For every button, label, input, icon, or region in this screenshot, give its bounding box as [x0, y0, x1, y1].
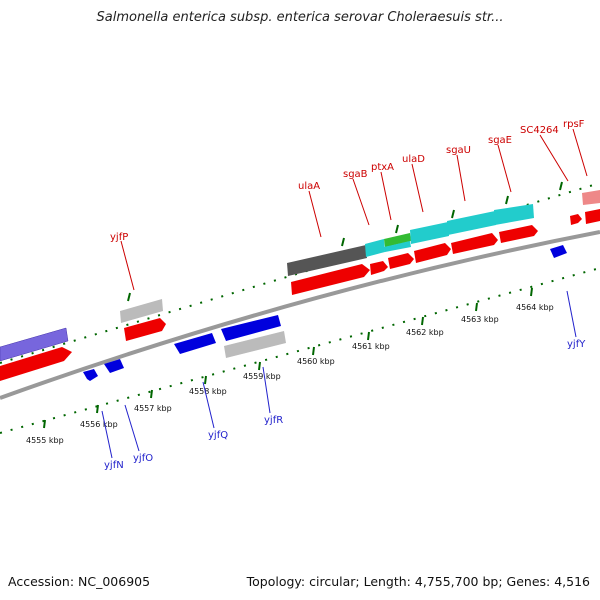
gene-label-yjfQ: yjfQ [208, 430, 228, 441]
gene-label-rpsF: rpsF [563, 119, 585, 130]
gene-label-SC4264: SC4264 [520, 125, 559, 136]
bottom-gene-labels: yjfN yjfO yjfQ yjfR yjfY [101, 290, 586, 471]
gene-label-sgaB: sgaB [343, 169, 368, 180]
top-gene-labels: yjfP ulaA sgaB ptxA ulaD sgaU sgaE SC426… [110, 119, 588, 291]
gene-label-yjfR: yjfR [264, 415, 283, 426]
gene-label-yjfO: yjfO [133, 453, 153, 464]
gene-label-sgaU: sgaU [446, 145, 471, 156]
gene-forward[interactable] [414, 243, 451, 263]
pseudogene-yjfR[interactable] [224, 331, 286, 358]
forward-features[interactable] [0, 190, 600, 381]
gene-cyan-sgaU[interactable] [447, 211, 496, 235]
reverse-features[interactable] [83, 245, 567, 381]
kbp-label: 4563 kbp [461, 315, 499, 324]
gene-cyan-ulaD[interactable] [410, 222, 449, 244]
gene-reverse-yjfO[interactable] [104, 359, 124, 373]
map-title: Salmonella enterica subsp. enterica sero… [96, 10, 504, 25]
lower-tick-rail [0, 267, 600, 434]
kbp-label: 4561 kbp [352, 342, 390, 351]
kbp-label: 4564 kbp [516, 303, 554, 312]
kbp-label: 4559 kbp [243, 372, 281, 381]
gene-forward[interactable] [499, 225, 538, 243]
gene-forward-rpsF[interactable] [585, 209, 600, 224]
genome-summary-text: Topology: circular; Length: 4,755,700 bp… [246, 574, 590, 589]
gene-label-ulaD: ulaD [402, 154, 425, 165]
gene-label-yjfN: yjfN [104, 460, 124, 471]
gene-label-ptxA: ptxA [371, 162, 394, 173]
gene-green-ptxA[interactable] [384, 233, 411, 247]
kbp-label: 4557 kbp [134, 404, 172, 413]
gene-forward[interactable] [124, 318, 166, 341]
gene-label-yjfP: yjfP [110, 232, 128, 243]
gene-forward[interactable] [370, 261, 388, 275]
gene-forward[interactable] [0, 347, 72, 381]
accession-text: Accession: NC_006905 [8, 574, 151, 589]
kbp-label: 4562 kbp [406, 328, 444, 337]
kbp-label: 4558 kbp [189, 387, 227, 396]
pseudogene-yjfP[interactable] [120, 299, 163, 323]
gene-forward[interactable] [388, 253, 414, 269]
rna-feature-left[interactable] [0, 327, 69, 362]
gene-forward[interactable] [451, 233, 498, 254]
chromosome-backbone [0, 230, 600, 400]
kbp-labels: 4555 kbp 4556 kbp 4557 kbp 4558 kbp 4559… [26, 303, 554, 445]
gene-label-sgaE: sgaE [488, 135, 512, 146]
gene-pink-rpsF[interactable] [582, 190, 600, 205]
gene-cyan-ptxA[interactable] [384, 241, 411, 252]
gene-dark-grey[interactable] [287, 245, 367, 276]
gene-reverse-yjfY[interactable] [550, 245, 567, 258]
gene-forward-SC4264[interactable] [570, 214, 582, 225]
gene-reverse-yjfN[interactable] [83, 369, 98, 381]
kbp-label: 4555 kbp [26, 436, 64, 445]
gene-cyan-sgaB[interactable] [365, 239, 385, 257]
gene-label-ulaA: ulaA [298, 181, 320, 192]
gene-reverse[interactable] [221, 315, 281, 341]
kbp-label: 4560 kbp [297, 357, 335, 366]
kbp-label: 4556 kbp [80, 420, 118, 429]
gene-label-yjfY: yjfY [567, 339, 586, 350]
gene-reverse-yjfQ[interactable] [174, 333, 216, 354]
gene-cyan-sgaE[interactable] [494, 204, 534, 225]
gene-forward-ulaA[interactable] [291, 264, 370, 295]
upper-tick-rail [0, 181, 600, 364]
